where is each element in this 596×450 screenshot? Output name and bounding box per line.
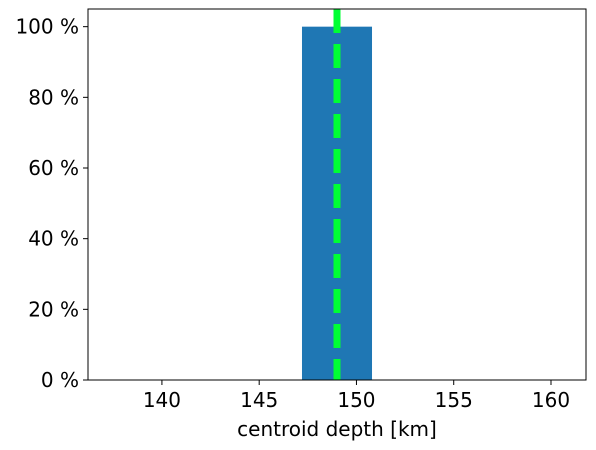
- y-tick-label: 60 %: [28, 156, 79, 180]
- x-tick-label: 155: [435, 388, 473, 412]
- x-tick-label: 150: [337, 388, 375, 412]
- x-axis-label: centroid depth [km]: [237, 417, 437, 441]
- x-tick-label: 160: [532, 388, 570, 412]
- y-tick-label: 40 %: [28, 227, 79, 251]
- x-tick-label: 145: [240, 388, 278, 412]
- plot-frame: [87, 8, 587, 381]
- x-tick-label: 140: [143, 388, 181, 412]
- y-tick-label: 100 %: [15, 15, 79, 39]
- y-tick-label: 0 %: [41, 368, 79, 392]
- y-tick-label: 20 %: [28, 297, 79, 321]
- x-axis-ticks: 140 145 150 155 160: [143, 380, 570, 412]
- y-axis-ticks: 0 % 20 % 40 % 60 % 80 % 100 %: [15, 15, 88, 392]
- y-tick-label: 80 %: [28, 85, 79, 109]
